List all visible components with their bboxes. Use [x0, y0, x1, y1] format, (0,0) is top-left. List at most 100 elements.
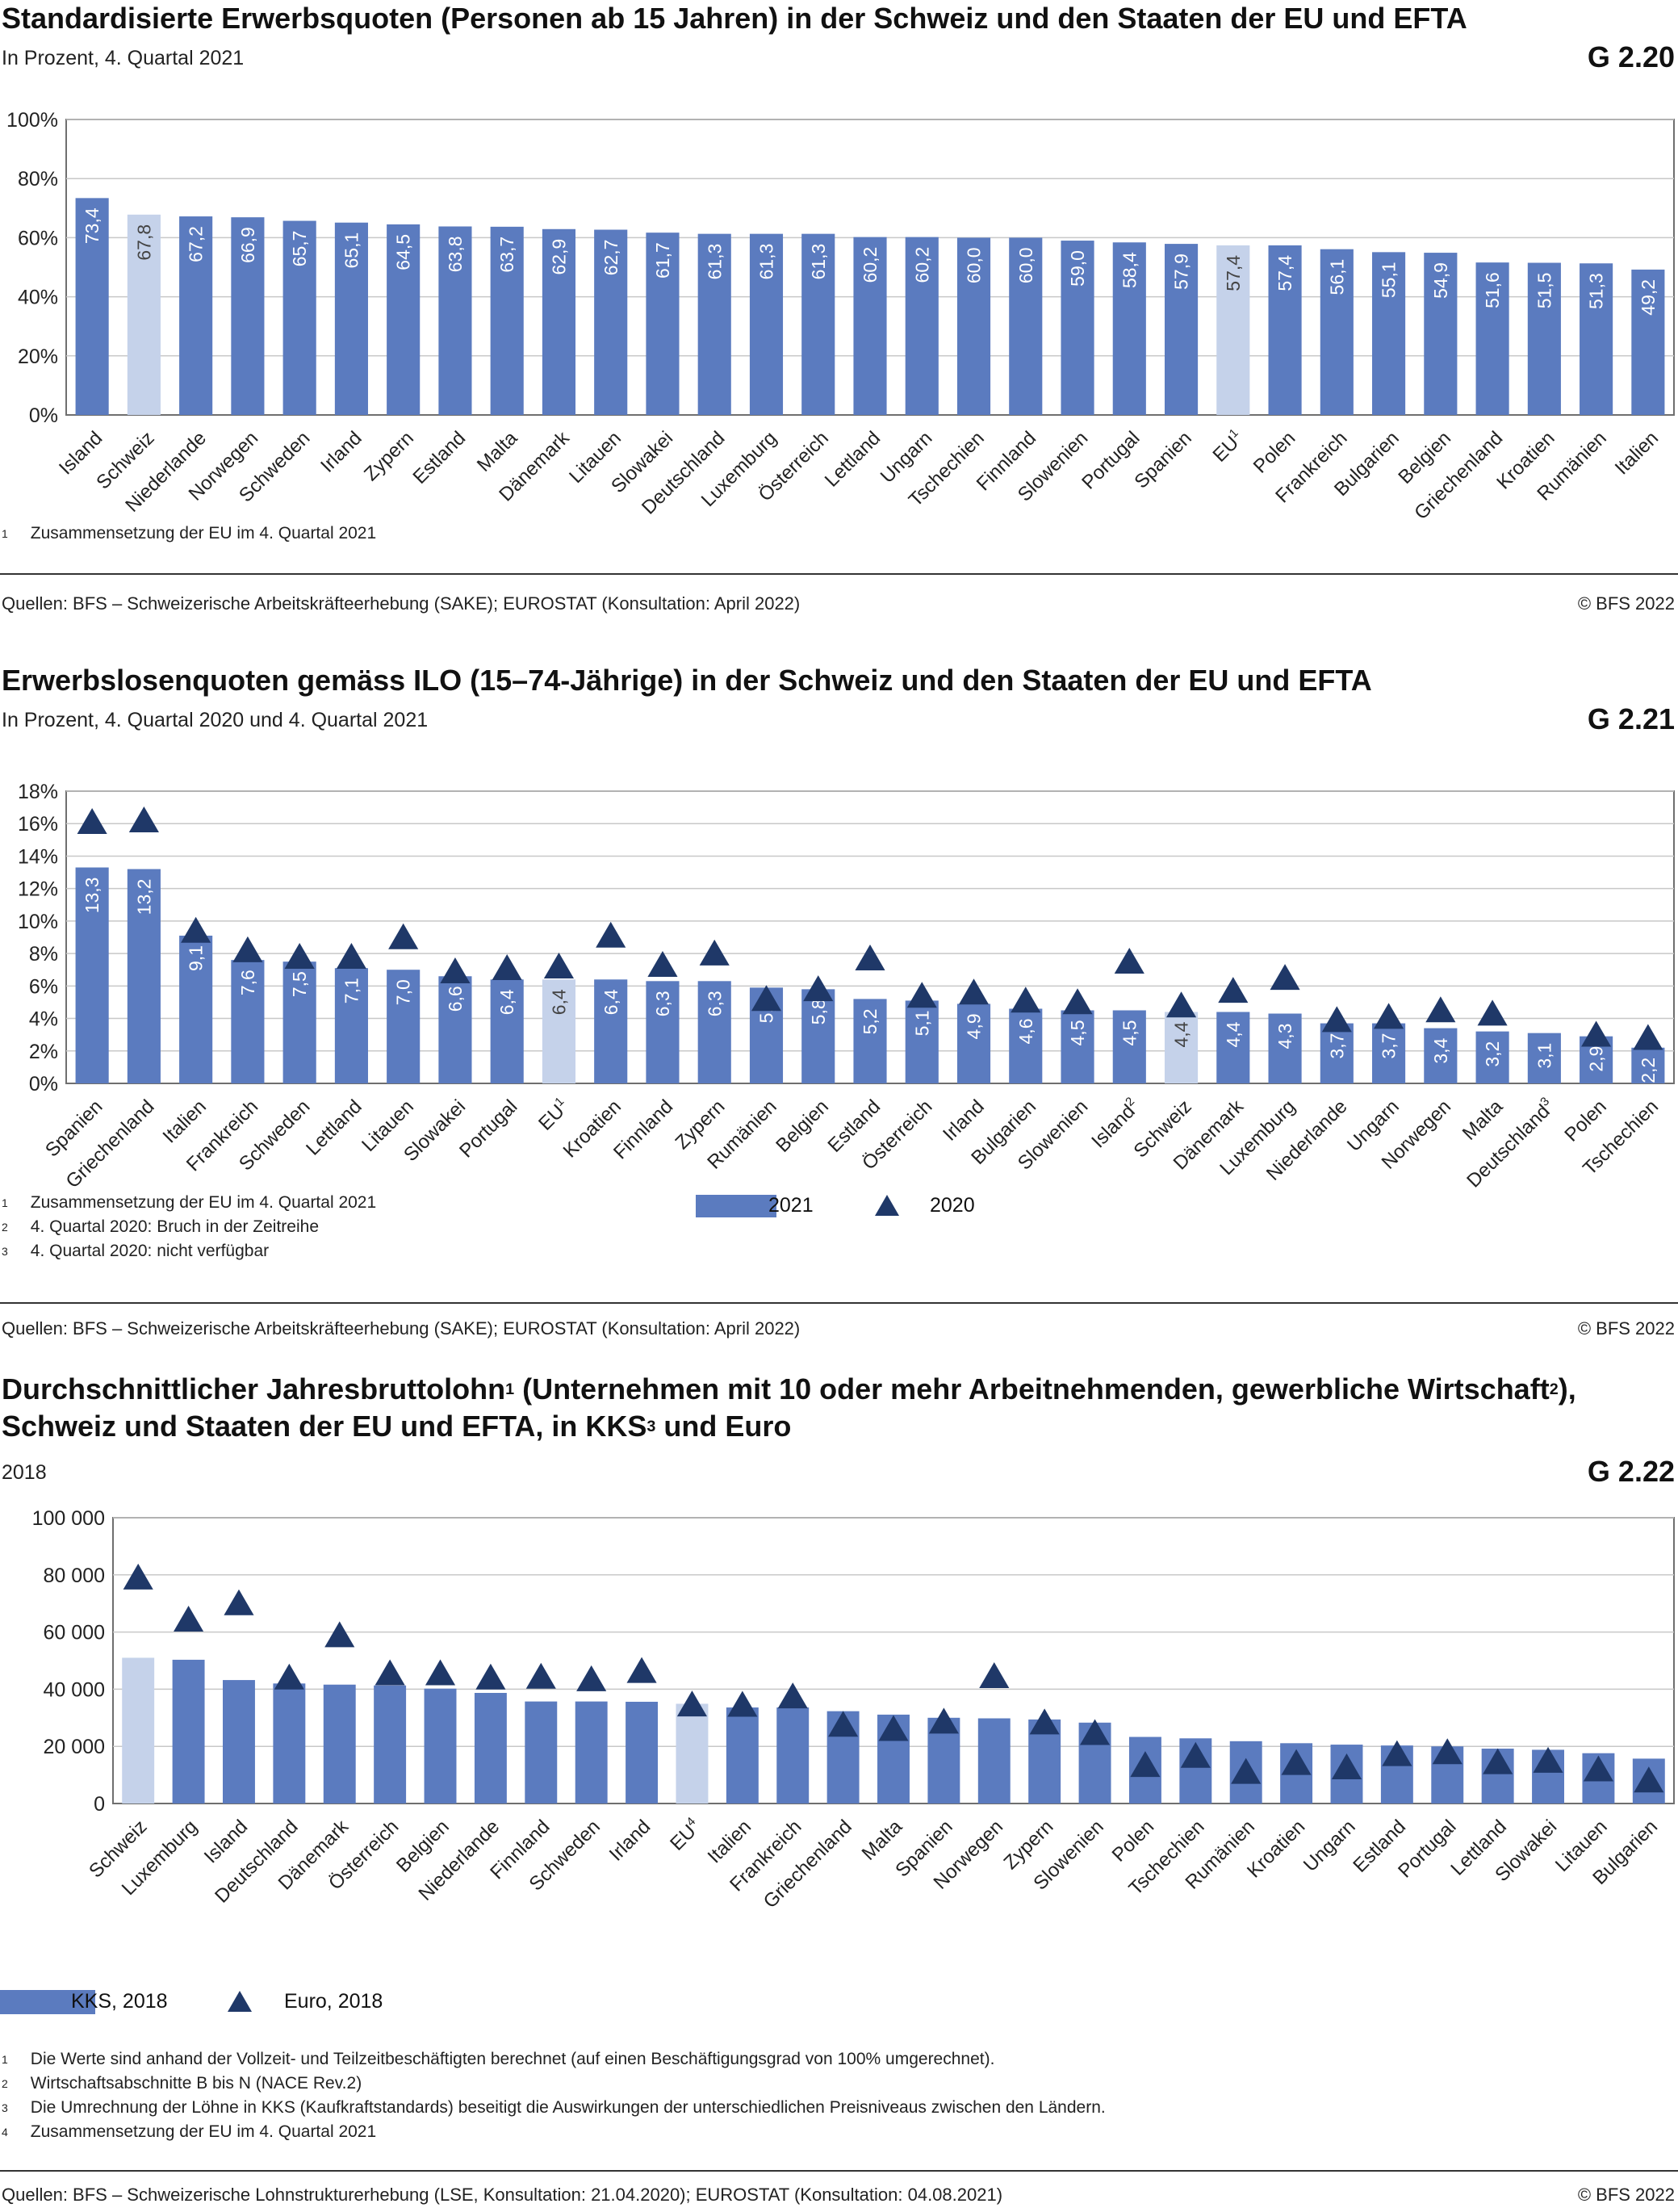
bar-finnland	[1009, 237, 1043, 415]
bar-deutschland	[273, 1683, 306, 1804]
data-label: 7,6	[237, 970, 258, 995]
y-tick-label: 2%	[29, 1041, 58, 1063]
legend-bar-label: KKS, 2018	[71, 1990, 168, 2013]
y-tick-label: 80 000	[44, 1565, 105, 1587]
footnote-number: 1	[2, 1196, 8, 1209]
marker-island	[224, 1589, 254, 1615]
data-label: 3,1	[1534, 1043, 1555, 1069]
bar-frankreich	[231, 960, 265, 1083]
data-label: 6,4	[600, 989, 621, 1015]
marker-litauen	[388, 923, 419, 949]
bar-ungarn	[1372, 1023, 1406, 1083]
bar-eu	[1216, 245, 1250, 415]
bar-norwegen	[231, 217, 265, 415]
x-tick-label: Zypern	[360, 427, 418, 485]
x-tick-sup: 3	[1538, 1095, 1552, 1109]
marker-bulgarien	[1011, 987, 1041, 1013]
chart-title-line2: Schweiz und Staaten der EU und EFTA, in …	[2, 1408, 791, 1445]
data-label: 5,1	[911, 1010, 932, 1036]
x-tick-label: Irland	[939, 1096, 989, 1146]
marker-estland	[855, 944, 885, 970]
data-label: 6,3	[652, 991, 673, 1016]
x-tick-label: Ungarn	[1299, 1816, 1360, 1876]
bar-tschechien	[1631, 1047, 1665, 1083]
bar-kroatien	[1527, 262, 1561, 415]
marker-schweiz	[123, 1563, 153, 1590]
footnote-number: 1	[2, 527, 8, 540]
data-label: 62,7	[600, 240, 621, 276]
y-tick-label: 12%	[18, 878, 58, 901]
footnote: 4 Zusammensetzung der EU im 4. Quartal 20…	[2, 2120, 1106, 2144]
marker-irland	[958, 978, 990, 1005]
chart-code: G 2.22	[1587, 1455, 1675, 1488]
legend-bar-swatch	[0, 1990, 95, 2014]
marker-portugal	[1432, 1738, 1462, 1765]
bar-slowakei	[438, 976, 472, 1083]
data-label: 6,4	[549, 989, 570, 1015]
bar-italien	[179, 935, 213, 1083]
data-label: 57,4	[1223, 255, 1244, 291]
source-note: Quellen: BFS – Schweizerische Arbeitskrä…	[2, 593, 801, 614]
bar-eu	[676, 1703, 709, 1804]
data-label: 54,9	[1430, 262, 1451, 299]
data-label: 4,9	[964, 1013, 985, 1039]
data-label: 5,2	[860, 1008, 881, 1034]
bar-irland	[956, 1003, 991, 1083]
data-label: 4,6	[1015, 1018, 1036, 1044]
chart-title: Erwerbslosenquoten gemäss ILO (15–74-Jäh…	[2, 664, 1372, 697]
bar-dänemark	[323, 1684, 356, 1804]
data-label: 2,2	[1638, 1058, 1659, 1083]
marker-irland	[626, 1657, 657, 1683]
marker-spanien	[77, 808, 107, 835]
data-label: 4,5	[1067, 1020, 1088, 1046]
data-label: 51,6	[1482, 272, 1503, 308]
bar-deutschland	[697, 233, 731, 415]
x-tick-label: Malta	[1458, 1096, 1508, 1145]
data-label: 51,5	[1534, 273, 1555, 309]
x-tick-label: Polen	[1249, 427, 1300, 478]
footnote: 2 4. Quartal 2020: Bruch in der Zeitreihe	[2, 1215, 376, 1239]
marker-litauen	[1583, 1755, 1613, 1782]
marker-luxemburg	[174, 1605, 204, 1632]
title-part: ),	[1558, 1372, 1576, 1406]
bar-chart-g220: 0%20%40%60%80%100%73,4Island67,8Schweiz6…	[6, 109, 1675, 524]
bar-schweiz	[1164, 1012, 1199, 1083]
data-label: 60,0	[1015, 247, 1036, 283]
bar-italien	[726, 1707, 759, 1804]
marker-niederlande	[475, 1663, 506, 1690]
data-label: 4,3	[1274, 1024, 1295, 1049]
y-tick-label: 16%	[18, 813, 58, 836]
bar-tschechien	[956, 237, 991, 415]
bar-luxemburg	[172, 1659, 205, 1804]
marker-deutschland	[274, 1663, 304, 1690]
marker-lettland	[1483, 1748, 1513, 1774]
y-tick-label: 8%	[29, 943, 58, 966]
x-tick-label: EU1	[1207, 426, 1248, 467]
bar-belgien	[424, 1688, 457, 1804]
marker-norwegen	[979, 1662, 1010, 1689]
x-tick-label: Estland	[408, 427, 470, 488]
marker-rumänien	[1231, 1757, 1262, 1784]
data-label: 56,1	[1326, 259, 1347, 295]
footnote: 1 Zusammensetzung der EU im 4. Quartal 20…	[2, 522, 376, 546]
marker-slowenien	[1062, 988, 1093, 1015]
marker-tschechien	[1180, 1741, 1211, 1768]
chart-code: G 2.21	[1587, 702, 1675, 735]
data-label: 60,2	[911, 247, 932, 283]
bar-ungarn	[905, 237, 939, 415]
y-tick-label: 60 000	[44, 1622, 105, 1644]
chart-subtitle: 2018	[2, 1461, 47, 1484]
y-tick-label: 10%	[18, 911, 58, 933]
data-label: 58,4	[1119, 252, 1140, 288]
bar-niederlande	[474, 1693, 507, 1804]
bar-italien	[1631, 269, 1665, 415]
data-label: 13,2	[133, 879, 154, 915]
y-tick-label: 40 000	[44, 1678, 105, 1701]
footnote: 3 4. Quartal 2020: nicht verfügbar	[2, 1239, 376, 1263]
chart-section-g221: Erwerbslosenquoten gemäss ILO (15–74-Jäh…	[0, 662, 1678, 1348]
bar-finnland	[646, 981, 680, 1083]
bar-schweiz	[127, 214, 161, 415]
data-label: 61,3	[756, 244, 777, 280]
bar-malta	[490, 226, 524, 415]
